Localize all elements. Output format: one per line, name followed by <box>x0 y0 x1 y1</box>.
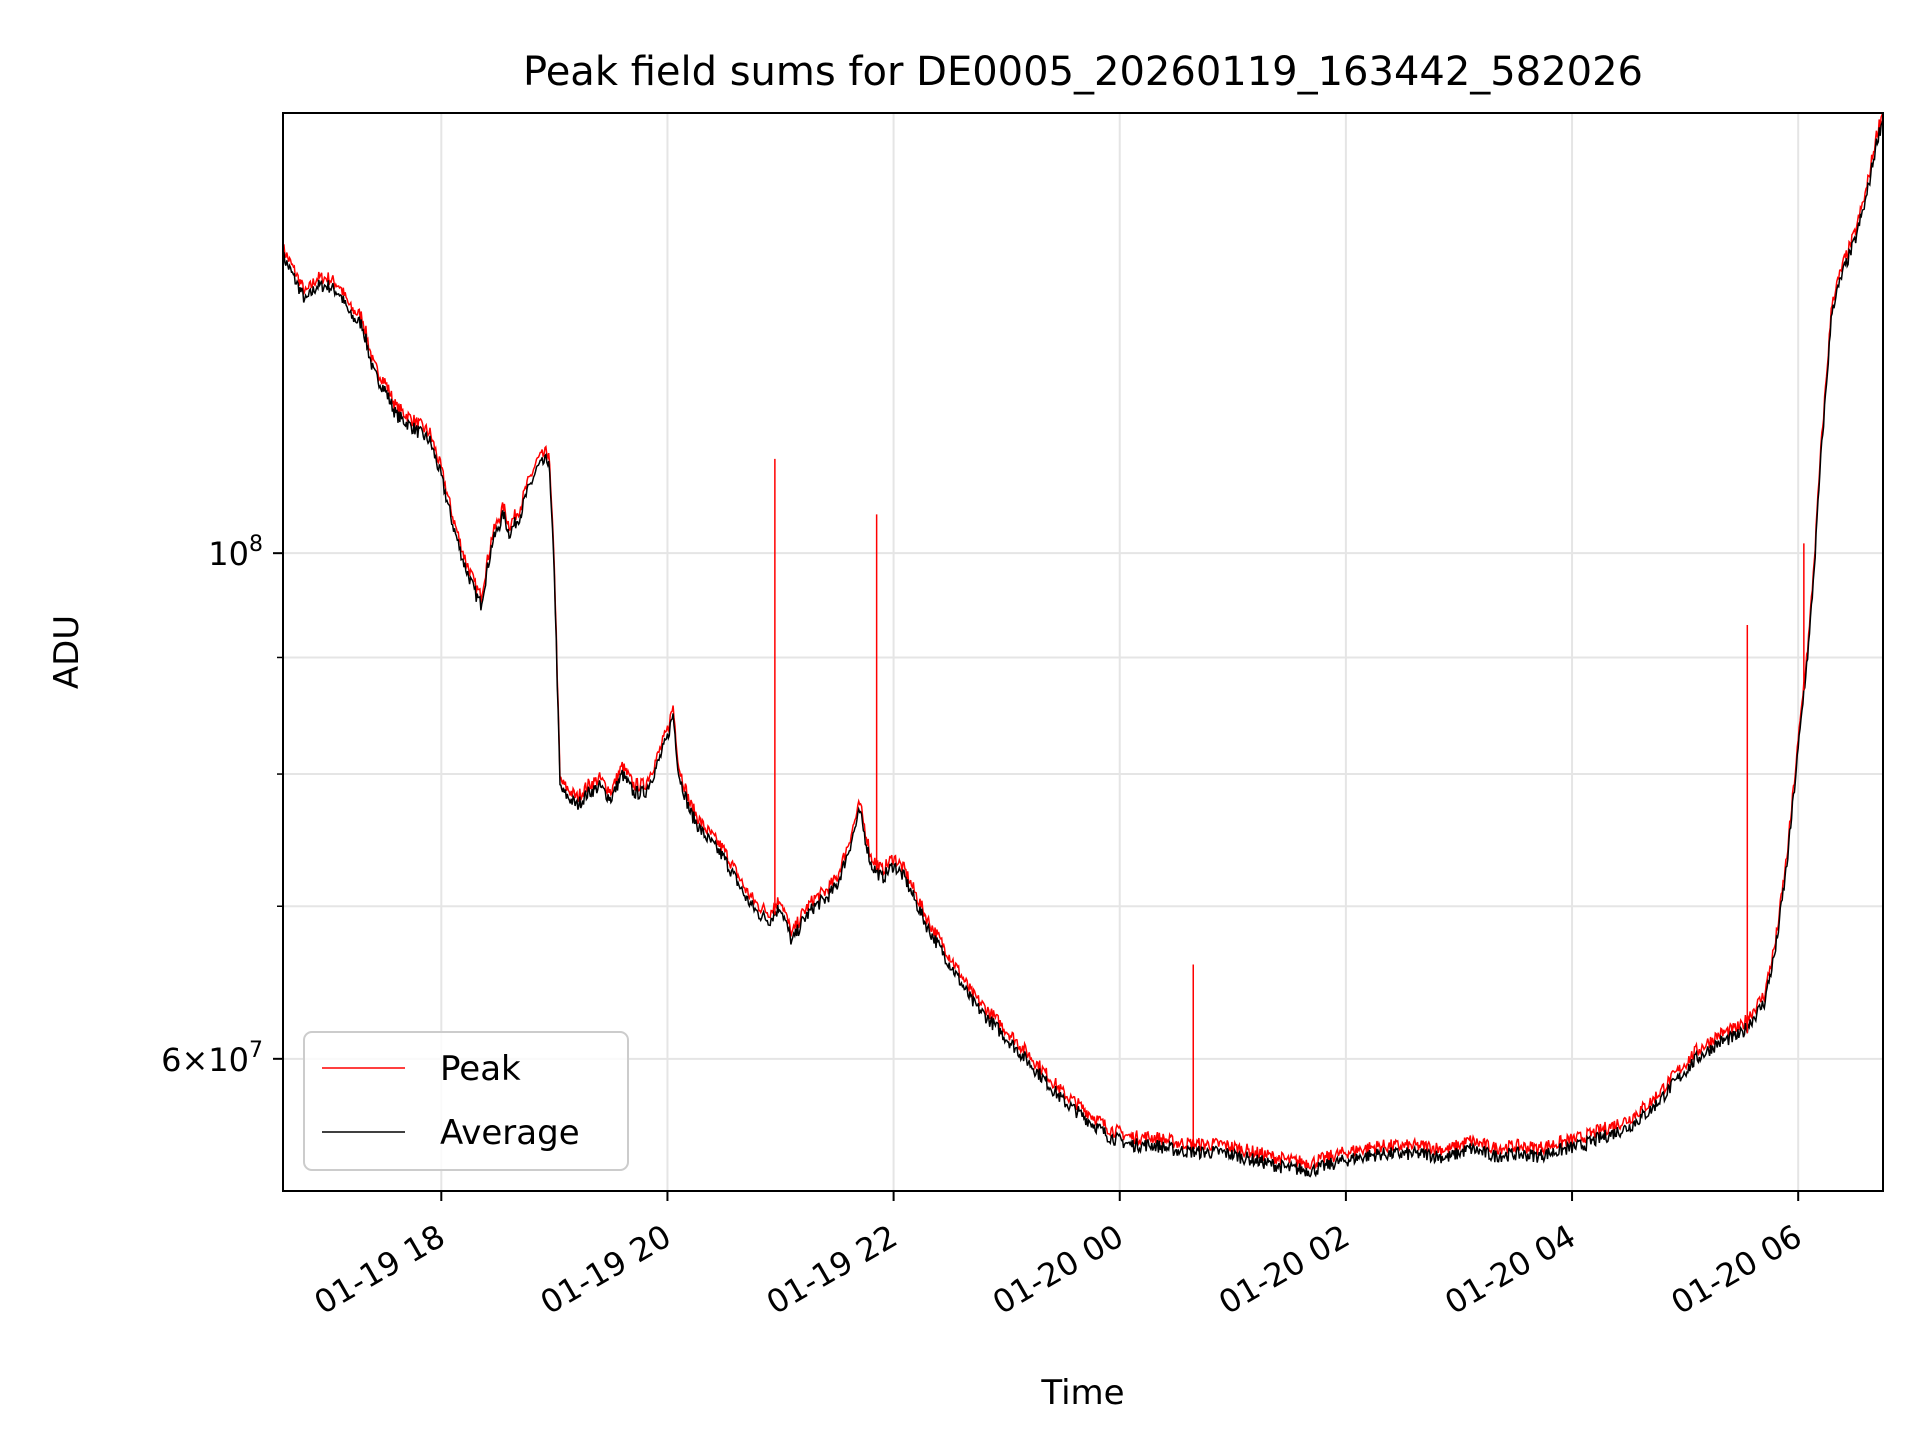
legend-peak-label: Peak <box>440 1049 521 1089</box>
average-series-line <box>283 119 1883 1178</box>
legend-box <box>303 1031 629 1171</box>
y-tick-label: 6×107 <box>161 1038 263 1079</box>
plot-frame <box>282 112 1884 1192</box>
x-axis-label: Time <box>1040 1373 1124 1413</box>
chart-title: Peak field sums for DE0005_20260119_1634… <box>523 49 1643 95</box>
series-layer <box>283 113 1883 1178</box>
legend-average-label: Average <box>440 1113 580 1153</box>
legend: Peak Average <box>303 1031 629 1171</box>
y-tick-label: 108 <box>208 532 263 573</box>
y-axis-label: ADU <box>47 615 87 689</box>
plot-area <box>283 113 1883 1178</box>
